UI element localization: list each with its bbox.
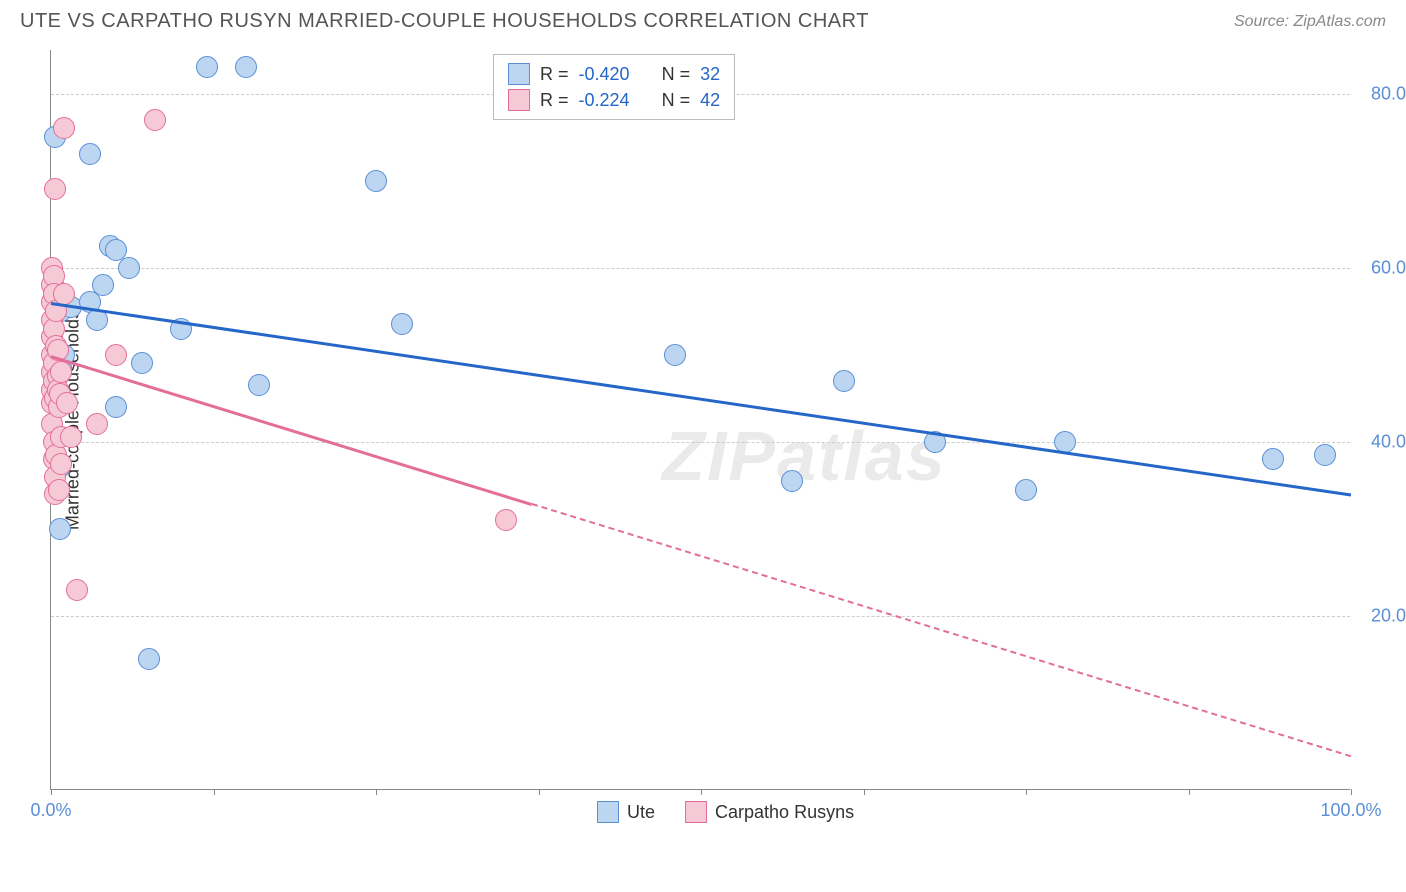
point-ute xyxy=(105,396,127,418)
x-tick-label: 0.0% xyxy=(30,800,71,821)
point-carpatho xyxy=(44,178,66,200)
point-ute xyxy=(49,518,71,540)
trendline xyxy=(51,355,533,506)
y-tick-label: 60.0% xyxy=(1371,257,1406,278)
point-carpatho xyxy=(60,426,82,448)
n-value: 42 xyxy=(700,90,720,111)
stats-legend: R = -0.420 N = 32 R = -0.224 N = 42 xyxy=(493,54,735,120)
point-carpatho xyxy=(53,283,75,305)
x-tick xyxy=(539,789,540,795)
point-ute xyxy=(1262,448,1284,470)
point-carpatho xyxy=(66,579,88,601)
x-tick-label: 100.0% xyxy=(1320,800,1381,821)
point-ute xyxy=(79,143,101,165)
x-tick xyxy=(214,789,215,795)
swatch-ute xyxy=(597,801,619,823)
point-carpatho xyxy=(53,117,75,139)
r-value: -0.420 xyxy=(579,64,630,85)
point-carpatho xyxy=(56,392,78,414)
stats-legend-row-ute: R = -0.420 N = 32 xyxy=(508,61,720,87)
point-carpatho xyxy=(50,361,72,383)
n-value: 32 xyxy=(700,64,720,85)
x-tick xyxy=(1026,789,1027,795)
gridline-h xyxy=(51,442,1350,443)
point-ute xyxy=(1015,479,1037,501)
series-legend-item-carpatho: Carpatho Rusyns xyxy=(685,801,854,823)
gridline-h xyxy=(51,616,1350,617)
x-tick xyxy=(51,789,52,795)
point-ute xyxy=(1314,444,1336,466)
point-ute xyxy=(391,313,413,335)
point-ute xyxy=(131,352,153,374)
point-ute xyxy=(833,370,855,392)
swatch-carpatho xyxy=(685,801,707,823)
point-ute xyxy=(92,274,114,296)
point-carpatho xyxy=(105,344,127,366)
point-carpatho xyxy=(144,109,166,131)
x-tick xyxy=(1351,789,1352,795)
n-label: N = xyxy=(662,64,691,85)
r-value: -0.224 xyxy=(579,90,630,111)
x-tick xyxy=(864,789,865,795)
point-ute xyxy=(664,344,686,366)
swatch-ute xyxy=(508,63,530,85)
y-tick-label: 20.0% xyxy=(1371,605,1406,626)
x-tick xyxy=(376,789,377,795)
y-tick-label: 40.0% xyxy=(1371,431,1406,452)
n-label: N = xyxy=(662,90,691,111)
series-legend: Ute Carpatho Rusyns xyxy=(597,801,854,823)
point-ute xyxy=(196,56,218,78)
chart-plot-area: Married-couple Households ZIPatlas 20.0%… xyxy=(50,50,1350,790)
series-label: Carpatho Rusyns xyxy=(715,802,854,823)
y-tick-label: 80.0% xyxy=(1371,83,1406,104)
series-label: Ute xyxy=(627,802,655,823)
gridline-h xyxy=(51,268,1350,269)
trendline xyxy=(51,302,1351,496)
point-carpatho xyxy=(495,509,517,531)
chart-source: Source: ZipAtlas.com xyxy=(1234,13,1386,31)
x-tick xyxy=(1189,789,1190,795)
point-ute xyxy=(365,170,387,192)
series-legend-item-ute: Ute xyxy=(597,801,655,823)
r-label: R = xyxy=(540,90,569,111)
point-ute xyxy=(138,648,160,670)
point-carpatho xyxy=(86,413,108,435)
trendline xyxy=(532,503,1352,757)
stats-legend-row-carpatho: R = -0.224 N = 42 xyxy=(508,87,720,113)
swatch-carpatho xyxy=(508,89,530,111)
point-carpatho xyxy=(48,479,70,501)
point-ute xyxy=(118,257,140,279)
point-ute xyxy=(781,470,803,492)
r-label: R = xyxy=(540,64,569,85)
point-carpatho xyxy=(50,453,72,475)
x-tick xyxy=(701,789,702,795)
point-ute xyxy=(248,374,270,396)
point-ute xyxy=(235,56,257,78)
chart-title: UTE VS CARPATHO RUSYN MARRIED-COUPLE HOU… xyxy=(20,10,869,33)
